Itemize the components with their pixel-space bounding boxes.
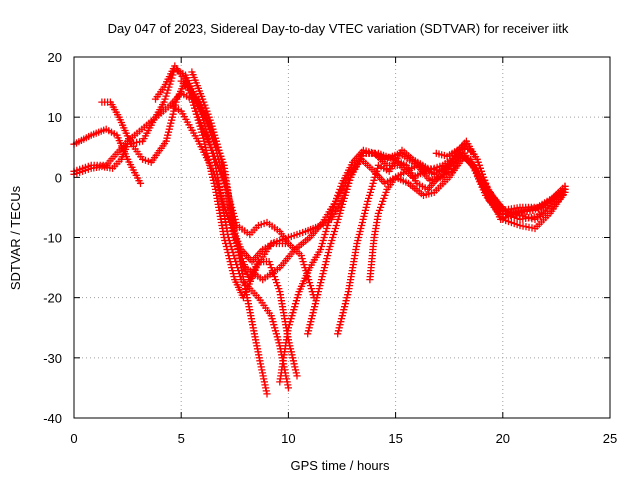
x-tick-label: 10 xyxy=(281,431,295,446)
series-trace-5 xyxy=(151,62,292,392)
y-tick-label: 10 xyxy=(48,110,62,125)
x-axis-label: GPS time / hours xyxy=(291,458,390,473)
y-tick-label: -10 xyxy=(43,231,62,246)
x-tick-label: 20 xyxy=(496,431,510,446)
grid-lines xyxy=(74,57,610,418)
y-axis-label: SDTVAR / TECUs xyxy=(8,185,23,290)
y-tick-label: -30 xyxy=(43,351,62,366)
series-trace-1 xyxy=(70,101,318,302)
data-marker-trail xyxy=(151,62,292,392)
y-axis-ticks: -40 -30 -20 -10 0 10 20 xyxy=(43,50,610,426)
data-marker-trail xyxy=(70,101,318,302)
y-tick-label: 0 xyxy=(55,170,62,185)
data-marker-trail xyxy=(98,77,271,398)
x-tick-label: 0 xyxy=(70,431,77,446)
y-tick-label: 20 xyxy=(48,50,62,65)
x-axis-ticks: 0 5 10 15 20 25 xyxy=(70,57,617,446)
series-trace-9 xyxy=(276,146,569,386)
series-trace-13 xyxy=(432,143,475,160)
x-tick-label: 25 xyxy=(603,431,617,446)
x-tick-label: 5 xyxy=(178,431,185,446)
data-marker-trail xyxy=(276,146,569,386)
series-trace-3 xyxy=(98,77,271,398)
data-marker-trail xyxy=(432,143,475,160)
chart-title: Day 047 of 2023, Sidereal Day-to-day VTE… xyxy=(108,21,569,36)
data-markers xyxy=(70,62,569,398)
y-tick-label: -40 xyxy=(43,411,62,426)
x-tick-label: 15 xyxy=(388,431,402,446)
y-tick-label: -20 xyxy=(43,291,62,306)
